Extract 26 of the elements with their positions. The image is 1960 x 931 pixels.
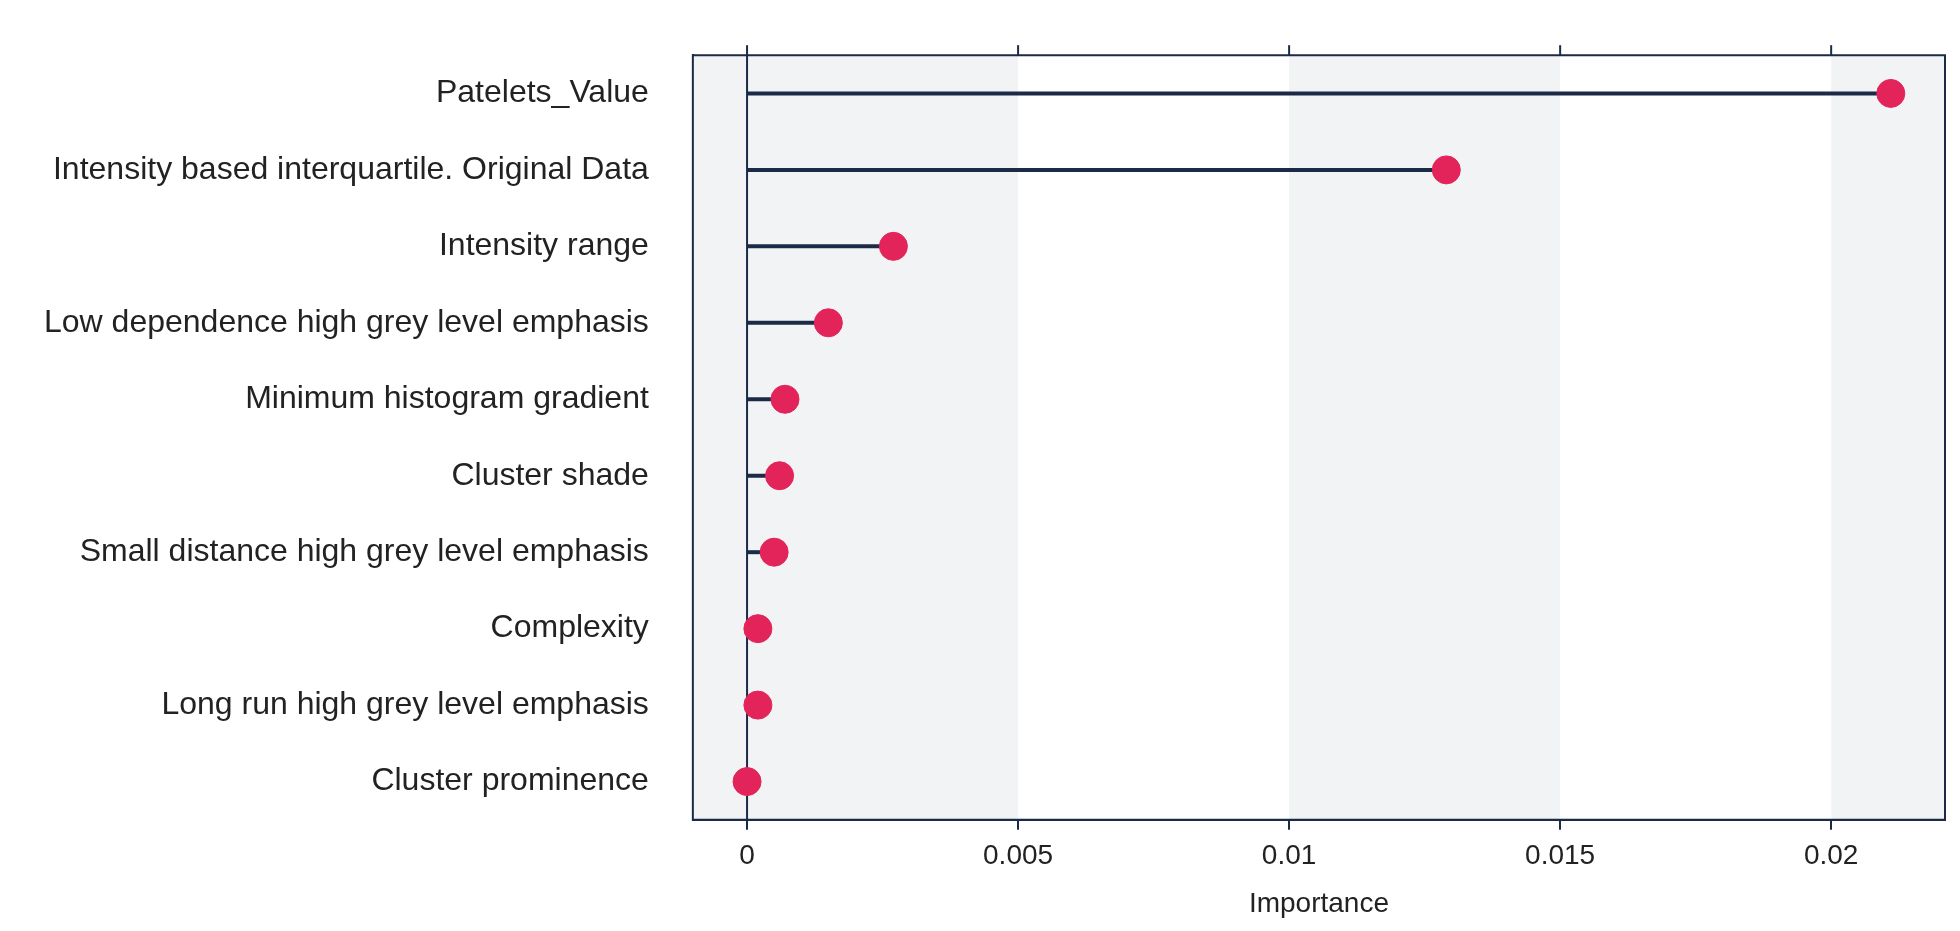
y-tick-label: Long run high grey level emphasis (161, 684, 649, 721)
y-tick-label: Patelets_Value (435, 73, 649, 110)
point (1431, 155, 1461, 185)
y-tick-label: Small distance high grey level emphasis (79, 532, 649, 569)
point (1876, 78, 1906, 108)
y-tick-label: Complexity (490, 608, 649, 645)
x-tick-label: 0.01 (1261, 839, 1317, 871)
x-tick-label: 0.02 (1803, 839, 1859, 871)
x-tick-label: 0.015 (1525, 839, 1596, 871)
y-tick-label: Cluster shade (451, 455, 649, 492)
point (743, 614, 773, 644)
x-tick-label: 0 (739, 839, 755, 871)
point (759, 537, 789, 567)
x-tick-label: 0.005 (983, 839, 1054, 871)
point (743, 690, 773, 720)
point (813, 308, 843, 338)
x-axis-title: Importance (1248, 886, 1389, 918)
y-tick-label: Cluster prominence (371, 761, 649, 798)
y-tick-label: Minimum histogram gradient (245, 379, 649, 416)
point (878, 231, 908, 261)
point (765, 461, 795, 491)
y-tick-label: Intensity based interquartile. Original Data (52, 149, 650, 186)
point (732, 767, 762, 797)
y-tick-label: Low dependence high grey level emphasis (44, 302, 649, 339)
y-tick-label: Intensity range (438, 226, 649, 263)
point (770, 384, 800, 414)
